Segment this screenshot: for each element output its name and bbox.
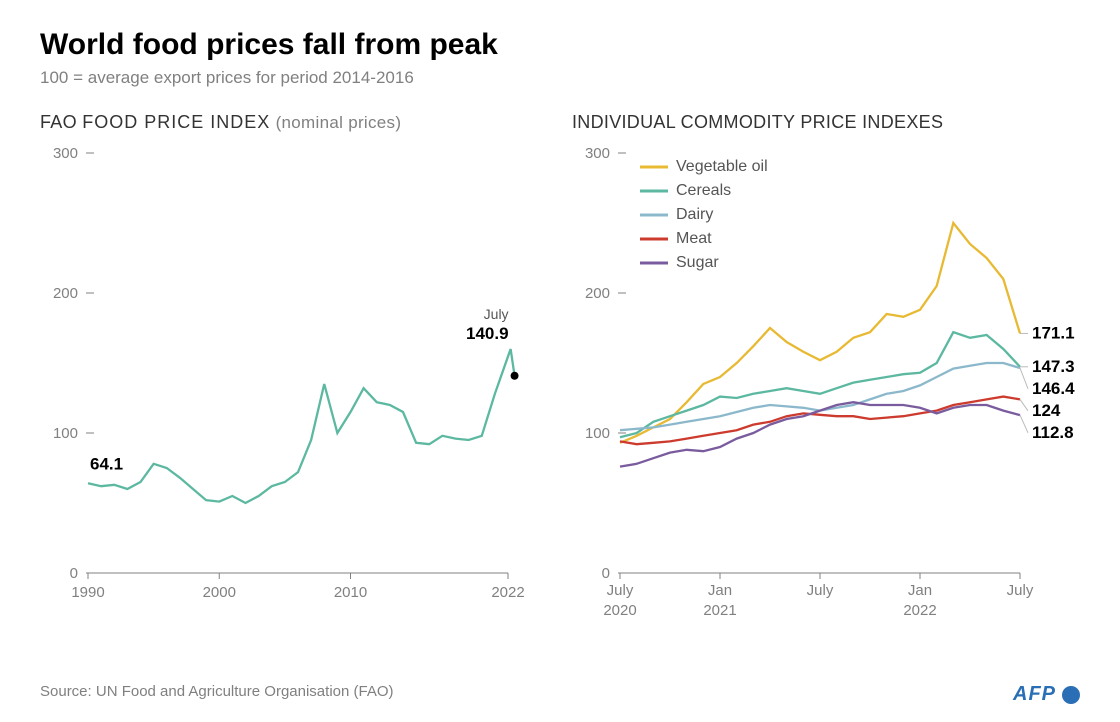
end-value-dairy: 146.4 <box>1032 379 1075 398</box>
x-tick-label: 1990 <box>71 584 104 601</box>
x-tick-label: 2010 <box>334 584 367 601</box>
page-subtitle: 100 = average export prices for period 2… <box>40 68 1080 88</box>
fao-index-chart: 0 100 200 300 1990 2000 2010 2022 64.1 July 140.9 <box>40 143 528 623</box>
end-value-meat: 124 <box>1032 401 1061 420</box>
x-tick-label: July <box>807 582 834 599</box>
afp-logo: AFP <box>1013 683 1080 706</box>
legend-label: Meat <box>676 230 712 247</box>
x-tick-label: Jan <box>708 582 732 599</box>
y-tick-label: 300 <box>53 145 78 162</box>
start-value-label: 64.1 <box>90 454 123 473</box>
logo-text: AFP <box>1013 683 1056 706</box>
series-meat <box>620 397 1020 445</box>
series-cereals <box>620 332 1020 437</box>
x-tick-label: Jan <box>908 582 932 599</box>
charts-container: FAO FOOD PRICE INDEX (nominal prices) 0 1… <box>40 112 1080 633</box>
fao-index-line <box>88 349 515 503</box>
left-title-caps: FOOD PRICE INDEX <box>82 112 270 132</box>
left-title-suffix: (nominal prices) <box>276 113 402 132</box>
end-dot <box>511 372 519 380</box>
end-value-sugar: 112.8 <box>1032 423 1074 442</box>
x-tick-label: July <box>1007 582 1034 599</box>
y-tick-label: 200 <box>53 285 78 302</box>
x-tick-sublabel: 2022 <box>903 602 936 619</box>
x-tick-label: 2022 <box>491 584 524 601</box>
end-value-vegetable_oil: 171.1 <box>1032 323 1075 342</box>
y-tick-label: 200 <box>585 285 610 302</box>
page-title: World food prices fall from peak <box>40 28 1080 62</box>
y-tick-label: 300 <box>585 145 610 162</box>
left-title-prefix: FAO <box>40 112 77 132</box>
right-chart-svg-container: 0 100 200 300 July 2020 Jan 2021 July Jan 2022 July… <box>572 143 1080 633</box>
legend-label: Cereals <box>676 182 731 199</box>
legend-label: Sugar <box>676 254 719 271</box>
commodity-chart: 0 100 200 300 July 2020 Jan 2021 July Jan 2022 July… <box>572 143 1080 633</box>
x-tick-label: 2000 <box>203 584 236 601</box>
left-chart-title: FAO FOOD PRICE INDEX (nominal prices) <box>40 112 532 133</box>
legend-label: Vegetable oil <box>676 158 768 175</box>
right-chart: INDIVIDUAL COMMODITY PRICE INDEXES 0 100 2… <box>572 112 1080 633</box>
end-connector <box>1020 415 1028 433</box>
end-connector <box>1020 399 1028 410</box>
x-tick-sublabel: 2021 <box>703 602 736 619</box>
y-tick-label: 100 <box>585 425 610 442</box>
end-value-cereals: 147.3 <box>1032 357 1075 376</box>
logo-dot-icon <box>1062 686 1080 704</box>
source-text: Source: UN Food and Agriculture Organisa… <box>40 683 394 700</box>
end-sublabel: July <box>484 306 509 322</box>
y-tick-label: 0 <box>602 565 610 582</box>
y-tick-label: 0 <box>70 565 78 582</box>
left-chart: FAO FOOD PRICE INDEX (nominal prices) 0 1… <box>40 112 532 633</box>
series-dairy <box>620 363 1020 430</box>
right-chart-title: INDIVIDUAL COMMODITY PRICE INDEXES <box>572 112 1080 133</box>
right-title-text: INDIVIDUAL COMMODITY PRICE INDEXES <box>572 112 943 132</box>
end-value-label: 140.9 <box>466 324 509 343</box>
end-connector <box>1020 368 1028 389</box>
left-chart-svg-container: 0 100 200 300 1990 2000 2010 2022 64.1 July 140.9 <box>40 143 532 623</box>
x-tick-label: July <box>607 582 634 599</box>
y-tick-label: 100 <box>53 425 78 442</box>
legend-label: Dairy <box>676 206 713 223</box>
x-tick-sublabel: 2020 <box>603 602 636 619</box>
